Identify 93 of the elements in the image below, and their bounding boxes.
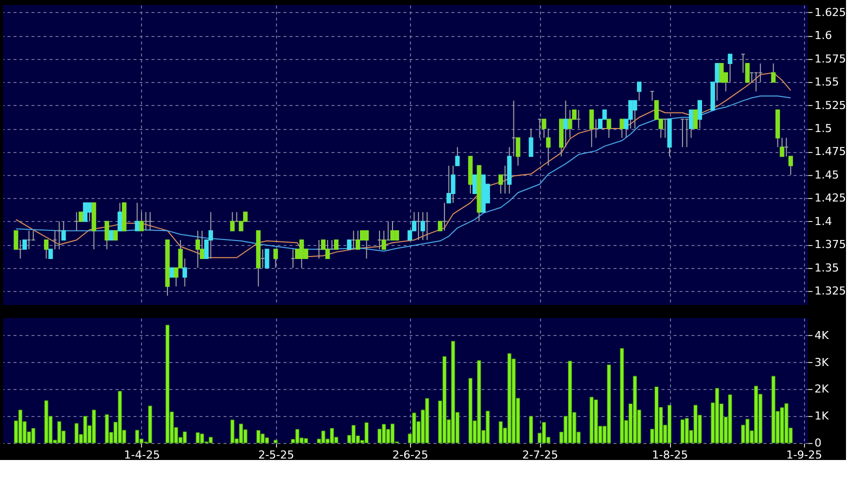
candlestick	[698, 100, 702, 130]
candlestick	[745, 63, 750, 83]
bar	[92, 410, 96, 444]
y-tick-label: 1.35	[814, 261, 839, 274]
x-tick-label: 2-5-25	[258, 448, 294, 462]
candlestick	[546, 128, 551, 166]
bar	[44, 400, 48, 444]
y-tick-label: 3K	[814, 356, 830, 369]
candlestick	[264, 248, 270, 268]
candlestick	[82, 202, 88, 222]
bar	[606, 364, 611, 444]
y-tick-label: 1.45	[814, 168, 839, 182]
candlestick	[390, 220, 395, 240]
candlestick	[568, 109, 572, 138]
candlestick	[771, 63, 776, 83]
bar	[295, 429, 300, 444]
y-tick-label: 1.4	[814, 214, 832, 228]
bar	[196, 432, 200, 444]
candlestick	[48, 248, 53, 260]
candlestick	[719, 63, 724, 83]
y-tick-label: 1.5	[814, 122, 832, 136]
y-tick-label: 4K	[814, 328, 830, 342]
line-series	[15, 72, 792, 258]
bar	[590, 396, 594, 444]
candlestick	[208, 212, 213, 260]
candlestick	[356, 230, 360, 250]
bar	[57, 421, 62, 444]
candlestick	[620, 118, 624, 138]
candlestick	[472, 174, 477, 194]
candlestick	[728, 54, 732, 83]
bar	[486, 410, 490, 444]
bar	[412, 412, 416, 444]
candlestick	[438, 220, 442, 232]
bar	[135, 430, 140, 444]
y-tick-label: 1.6	[814, 29, 832, 42]
y-tick-label: 2K	[814, 382, 830, 396]
candlestick	[299, 239, 304, 268]
y-tick-label: 1K	[814, 410, 830, 423]
bar	[18, 410, 22, 444]
y-tick-label: 1.575	[814, 52, 846, 66]
x-tick-label: 2-7-25	[522, 448, 558, 462]
candlestick	[528, 128, 534, 157]
candlestick	[44, 239, 49, 260]
candlestick	[22, 239, 27, 250]
candlestick	[563, 100, 568, 148]
candlestick	[104, 220, 110, 250]
candlestick	[346, 239, 352, 250]
bar	[208, 436, 213, 444]
bar	[321, 430, 326, 444]
candlestick	[693, 109, 698, 130]
x-tick-label: 1-8-25	[652, 448, 688, 462]
x-tick-label: 2-6-25	[392, 448, 428, 462]
bar	[83, 416, 88, 444]
bar	[74, 423, 79, 444]
candlestick	[420, 212, 426, 240]
candlestick	[394, 230, 400, 240]
x-tick-label: 1-9-25	[786, 448, 822, 462]
y-tick-label: 1.425	[814, 192, 846, 205]
bar	[274, 440, 278, 444]
y-tick-label: 1.475	[814, 145, 846, 158]
bar	[529, 416, 534, 444]
candlestick	[628, 100, 633, 130]
candlestick	[273, 248, 278, 268]
y-tick-label: 1.325	[814, 284, 846, 298]
candlestick	[606, 118, 612, 138]
candlestick	[113, 230, 118, 240]
candlestick	[139, 212, 144, 232]
y-tick-label: 1.375	[814, 238, 846, 252]
candlestick	[108, 230, 114, 240]
candlestick	[382, 230, 386, 250]
candlestick	[170, 267, 174, 278]
bar	[684, 418, 689, 444]
bar	[260, 434, 265, 444]
candlestick	[364, 230, 369, 260]
candlestick	[14, 230, 18, 250]
candlestick	[182, 258, 188, 287]
candlestick	[325, 239, 330, 260]
y-tick-label: 1.55	[814, 76, 839, 89]
bar	[498, 421, 503, 444]
candlestick	[589, 109, 594, 148]
x-tick-label: 1-4-25	[124, 448, 160, 462]
bar	[304, 438, 308, 444]
y-tick-label: 1.625	[814, 6, 846, 19]
bar	[182, 431, 187, 444]
y-tick-label: 0	[814, 436, 822, 450]
candlestick	[230, 212, 235, 232]
candlestick	[334, 239, 339, 250]
candlestick	[196, 230, 200, 268]
candlestick	[516, 137, 520, 166]
bar	[31, 428, 36, 444]
candlestick	[78, 212, 84, 222]
candlestick	[118, 202, 122, 232]
y-tick-label: 1.525	[814, 98, 846, 112]
